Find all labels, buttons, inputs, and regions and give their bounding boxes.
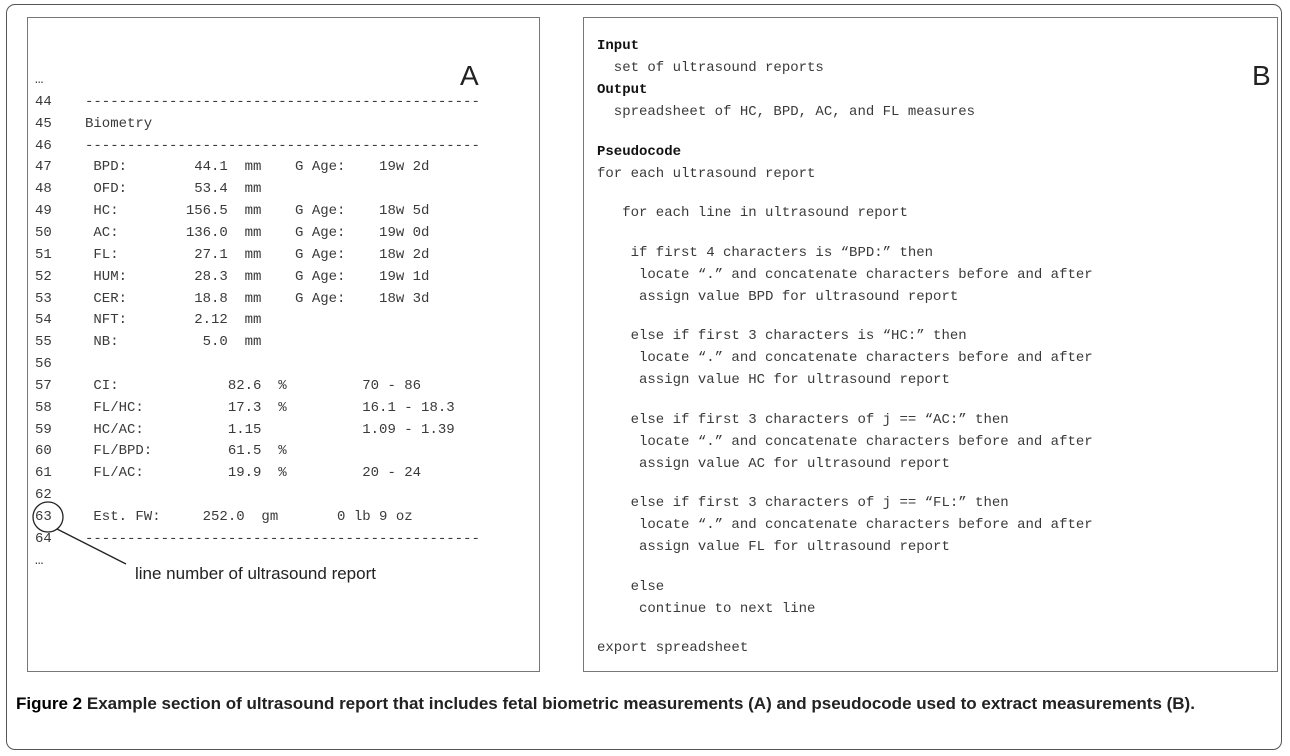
caption-text: Example section of ultrasound report tha… (86, 694, 1195, 713)
code-line: for each line in ultrasound report (597, 205, 908, 221)
line-number: 45 (35, 115, 52, 132)
report-line: CI: 82.6 % 70 - 86 (85, 377, 422, 394)
report-line: OFD: 53.4 mm (85, 181, 262, 198)
caption: Figure 2 Example section of ultrasound r… (16, 692, 1278, 716)
report-line: NFT: 2.12 mm (85, 312, 262, 329)
code-line: assign value HC for ultrasound report (597, 372, 950, 388)
code-line: locate “.” and concatenate characters be… (597, 350, 1093, 366)
line-number: 46 (35, 137, 52, 154)
code-line: if first 4 characters is “BPD:” then (597, 244, 934, 261)
line-number: 57 (35, 377, 52, 394)
report-line: BPD: 44.1 mm G Age: 19w 2d (85, 159, 430, 176)
line-number: 48 (35, 181, 52, 198)
section-heading: Output (597, 82, 648, 98)
panel-a: A … 44 -----------------------------------… (27, 17, 540, 672)
panel-label: B (1252, 60, 1271, 91)
report-line: ----------------------------------------… (85, 530, 480, 547)
code-line: assign value AC for ultrasound report (597, 455, 950, 472)
report-line: FL/AC: 19.9 % 20 - 24 (85, 465, 422, 482)
report-line: AC: 136.0 mm G Age: 19w 0d (85, 224, 430, 241)
line-number: 60 (35, 443, 52, 460)
code-line: else if first 3 characters is “HC:” then (597, 328, 967, 344)
line-number: 54 (35, 312, 52, 329)
line-number: 53 (35, 290, 52, 307)
report-line: HUM: 28.3 mm G Age: 19w 1d (85, 268, 430, 285)
report-line: Est. FW: 252.0 gm 0 lb 9 oz (85, 509, 413, 525)
code-line: locate “.” and concatenate characters be… (597, 433, 1093, 450)
code-line: else if first 3 characters of j == “FL:”… (597, 495, 1009, 511)
annotation: line number of ultrasound report (135, 564, 376, 583)
report-line: CER: 18.8 mm G Age: 18w 3d (85, 290, 430, 307)
line-number: 58 (35, 399, 52, 416)
report-line: FL/BPD: 61.5 % (85, 443, 287, 460)
report-line: ----------------------------------------… (85, 93, 480, 110)
code-line: spreadsheet of HC, BPD, AC, and FL measu… (597, 104, 976, 120)
line-number: 63 (35, 509, 52, 525)
code-line: continue to next line (597, 600, 816, 617)
line-number: 56 (35, 356, 52, 373)
report-line: FL: 27.1 mm G Age: 18w 2d (85, 246, 430, 263)
ellipsis: … (35, 552, 44, 569)
caption-label: Figure 2 (16, 694, 83, 713)
code-line: locate “.” and concatenate characters be… (597, 266, 1093, 283)
code-line: locate “.” and concatenate characters be… (597, 517, 1093, 533)
section-heading: Input (597, 38, 640, 54)
line-number: 52 (35, 268, 52, 285)
report-line: HC: 156.5 mm G Age: 18w 5d (85, 203, 430, 220)
code-line: set of ultrasound reports (597, 60, 824, 76)
callout-circle (32, 501, 64, 533)
code-line: else if first 3 characters of j == “AC:”… (597, 411, 1009, 428)
code-line: assign value FL for ultrasound report (597, 539, 950, 555)
line-number: 50 (35, 224, 52, 241)
code-line: export spreadsheet (597, 640, 749, 656)
panel-b: B Input set of ultrasound reports Output … (583, 17, 1278, 672)
report-line: ----------------------------------------… (85, 137, 480, 154)
line-number: 59 (35, 421, 52, 438)
report-line: NB: 5.0 mm (85, 334, 262, 351)
line-number: 61 (35, 465, 52, 482)
callout-line (56, 528, 127, 565)
report-line: Biometry (85, 115, 153, 132)
code-line: else (597, 578, 665, 595)
line-number: 62 (35, 487, 52, 504)
line-number: 55 (35, 334, 52, 351)
report-line: HC/AC: 1.15 1.09 - 1.39 (85, 421, 455, 438)
line-number: 51 (35, 246, 52, 263)
line-number: 49 (35, 203, 52, 220)
line-number: 44 (35, 93, 52, 110)
ellipsis: … (35, 72, 44, 88)
panel-label: A (460, 60, 479, 91)
report-line: FL/HC: 17.3 % 16.1 - 18.3 (85, 399, 455, 416)
figure-frame (6, 4, 1282, 750)
line-number: 64 (35, 530, 52, 547)
section-heading: Pseudocode (597, 143, 682, 160)
line-number: 47 (35, 159, 52, 176)
code-line: for each ultrasound report (597, 165, 816, 182)
code-line: assign value BPD for ultrasound report (597, 288, 959, 305)
